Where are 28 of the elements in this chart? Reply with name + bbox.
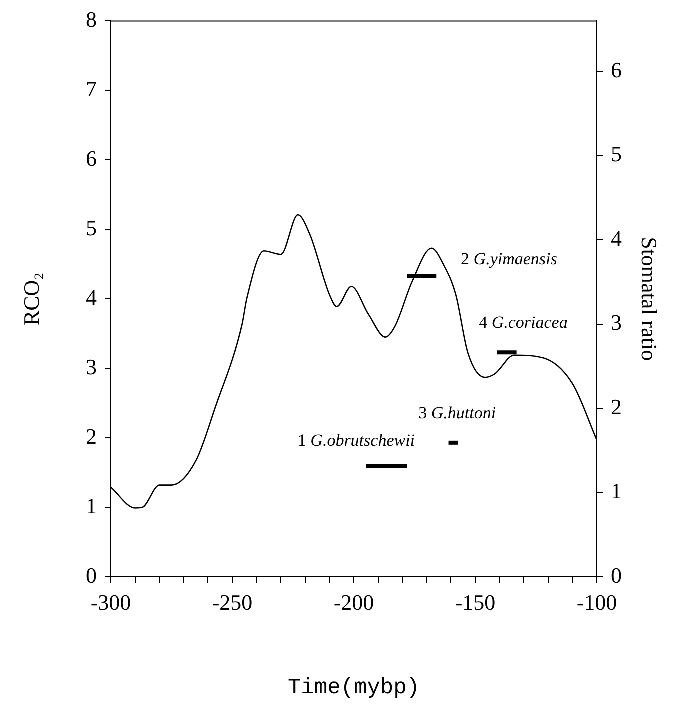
y2-tick-label: 4 (611, 226, 622, 251)
annotation: 2 G.yimaensis (461, 250, 558, 269)
y-tick-label: 7 (86, 76, 97, 102)
x-tick-label: -250 (212, 590, 253, 615)
y2-tick-label: 3 (611, 310, 622, 336)
y2-tick-label: 1 (611, 478, 622, 504)
x-axis-title: Time(mybp) (288, 676, 420, 701)
y-tick-label: 0 (86, 562, 97, 588)
y-tick-label: 4 (86, 284, 97, 310)
y-tick-label: 3 (86, 354, 97, 380)
x-tick-label: -150 (455, 590, 496, 615)
y2-tick-label: 2 (611, 394, 622, 420)
y-tick-label: 5 (86, 215, 97, 240)
annotation: 1 G.obrutschewii (298, 431, 416, 450)
annotation: 4 G.coriacea (479, 313, 568, 332)
annotation: 3 G.huttoni (418, 403, 496, 422)
y2-tick-label: 5 (611, 142, 622, 167)
x-tick-label: -300 (90, 590, 132, 615)
x-tick-label: -200 (334, 590, 374, 615)
y-tick-label: 2 (86, 424, 97, 449)
x-tick-label: -100 (576, 590, 618, 615)
y-tick-label: 8 (86, 6, 97, 32)
y2-tick-label: 6 (611, 58, 622, 83)
y2-axis-title: Stomatal ratio (637, 237, 662, 362)
y-axis-title: RCO₂ (18, 272, 44, 326)
y-tick-label: 1 (86, 493, 97, 518)
y2-tick-label: 0 (611, 562, 622, 588)
y-tick-label: 6 (86, 146, 97, 171)
